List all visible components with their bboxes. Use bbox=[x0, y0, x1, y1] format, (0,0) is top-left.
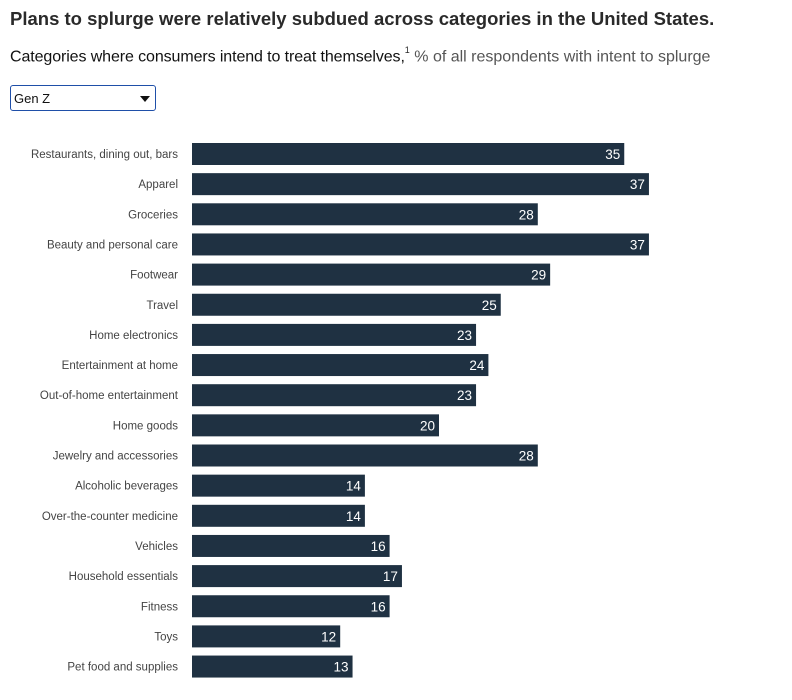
bar-value-label: 23 bbox=[457, 388, 472, 403]
bar[interactable] bbox=[192, 474, 365, 497]
bar[interactable] bbox=[192, 323, 477, 346]
bar-value-label: 29 bbox=[531, 268, 546, 283]
bar[interactable] bbox=[192, 203, 538, 226]
category-label: Entertainment at home bbox=[62, 360, 178, 372]
subtitle-main: Categories where consumers intend to tre… bbox=[10, 48, 405, 66]
category-label: Home goods bbox=[113, 420, 178, 432]
category-label: Alcoholic beverages bbox=[75, 481, 178, 493]
bar-value-label: 37 bbox=[630, 237, 645, 252]
bar-value-label: 16 bbox=[371, 539, 386, 554]
bar-value-label: 16 bbox=[371, 599, 386, 614]
category-label: Groceries bbox=[128, 209, 178, 221]
bar-value-label: 23 bbox=[457, 328, 472, 343]
bar[interactable] bbox=[192, 384, 477, 407]
bar-value-label: 14 bbox=[346, 479, 362, 494]
category-label: Over-the-counter medicine bbox=[42, 511, 178, 523]
bar[interactable] bbox=[192, 263, 551, 286]
bar[interactable] bbox=[192, 625, 341, 648]
category-label: Restaurants, dining out, bars bbox=[31, 149, 178, 161]
bar-value-label: 12 bbox=[321, 629, 336, 644]
bar[interactable] bbox=[192, 565, 402, 588]
category-label: Toys bbox=[154, 631, 178, 643]
bar-value-label: 17 bbox=[383, 569, 398, 584]
category-label: Footwear bbox=[130, 270, 178, 282]
generation-dropdown[interactable]: Gen Z bbox=[10, 85, 156, 111]
bar-value-label: 35 bbox=[605, 147, 620, 162]
category-label: Household essentials bbox=[69, 571, 179, 583]
subtitle-unit: % of all respondents with intent to splu… bbox=[414, 48, 711, 66]
bar-value-label: 24 bbox=[469, 358, 485, 373]
bar-value-label: 14 bbox=[346, 509, 362, 524]
bar[interactable] bbox=[192, 534, 390, 557]
bar-value-label: 13 bbox=[334, 660, 349, 675]
category-label: Out-of-home entertainment bbox=[40, 390, 179, 402]
chart-subtitle: Categories where consumers intend to tre… bbox=[10, 45, 711, 66]
bar-value-label: 25 bbox=[482, 298, 497, 313]
bar[interactable] bbox=[192, 354, 489, 377]
bar[interactable] bbox=[192, 173, 649, 196]
bar[interactable] bbox=[192, 595, 390, 618]
category-label: Jewelry and accessories bbox=[53, 451, 179, 463]
category-label: Home electronics bbox=[89, 330, 178, 342]
category-label: Fitness bbox=[141, 601, 178, 613]
bar[interactable] bbox=[192, 293, 501, 316]
dropdown-selected-value: Gen Z bbox=[14, 91, 51, 106]
category-label: Pet food and supplies bbox=[67, 662, 178, 674]
bar-value-label: 37 bbox=[630, 177, 645, 192]
bar-value-label: 28 bbox=[519, 449, 534, 464]
bar[interactable] bbox=[192, 233, 649, 256]
bar[interactable] bbox=[192, 504, 365, 527]
bar[interactable] bbox=[192, 143, 625, 165]
category-label: Vehicles bbox=[135, 541, 178, 553]
bar[interactable] bbox=[192, 655, 353, 678]
chevron-down-icon bbox=[140, 96, 150, 102]
chart-title: Plans to splurge were relatively subdued… bbox=[10, 8, 715, 29]
bar-value-label: 28 bbox=[519, 207, 534, 222]
category-label: Apparel bbox=[138, 179, 178, 191]
category-label: Beauty and personal care bbox=[47, 239, 178, 251]
bar[interactable] bbox=[192, 414, 439, 437]
bar[interactable] bbox=[192, 444, 538, 467]
category-label: Travel bbox=[146, 300, 178, 312]
bar-value-label: 20 bbox=[420, 418, 435, 433]
footnote-marker[interactable]: 1 bbox=[404, 45, 410, 55]
